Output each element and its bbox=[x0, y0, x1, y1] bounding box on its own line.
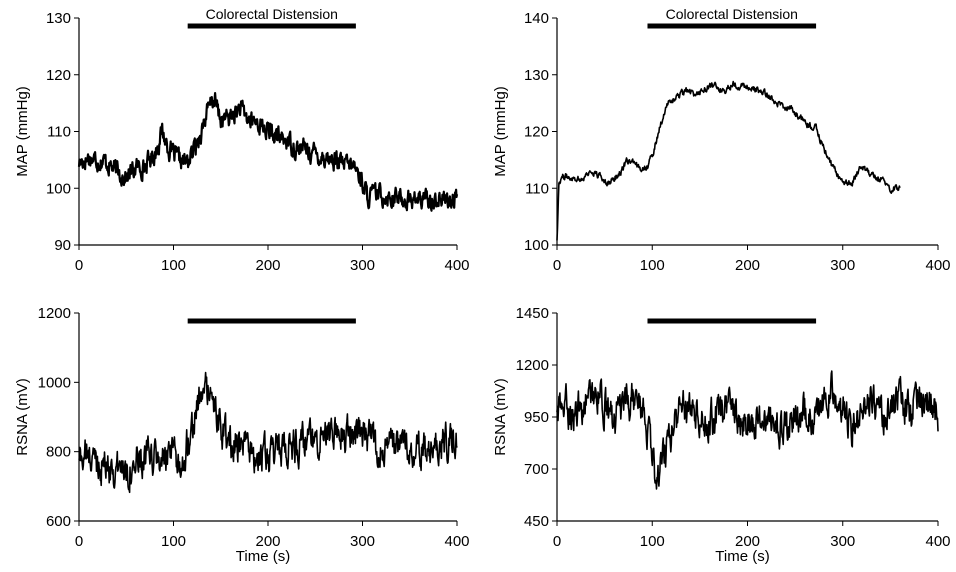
panel-4-y-tick-label: 1450 bbox=[516, 305, 549, 322]
panel-2-x-tick-label: 400 bbox=[925, 257, 950, 274]
panel-3-y-tick-label: 800 bbox=[46, 444, 71, 461]
panel-1-y-axis-label: MAP (mmHg) bbox=[14, 86, 31, 177]
panel-2-x-tick-label: 300 bbox=[830, 257, 855, 274]
panel-4-x-tick-label: 400 bbox=[925, 533, 950, 550]
panel-1-y-tick-label: 90 bbox=[54, 237, 71, 254]
panel-3-x-tick-label: 200 bbox=[255, 533, 280, 550]
panel-3-x-tick-label: 0 bbox=[75, 533, 83, 550]
panel-4-y-tick-label: 450 bbox=[524, 513, 549, 530]
panel-2-y-tick-label: 110 bbox=[525, 180, 549, 197]
panel-4-trace bbox=[556, 370, 939, 490]
panel-4-x-tick-label: 100 bbox=[640, 533, 665, 550]
panel-4-y-tick-label: 1200 bbox=[516, 357, 549, 374]
panel-3-y-tick-label: 1000 bbox=[38, 374, 71, 391]
panel-2-distension-bar bbox=[647, 23, 817, 29]
panel-3-y-tick-label: 600 bbox=[46, 513, 71, 530]
panel-4-distension-bar bbox=[647, 318, 817, 324]
panel-1-y-tick-label: 100 bbox=[46, 180, 71, 197]
panel-2-y-tick-label: 120 bbox=[524, 124, 549, 141]
panel-1-x-tick-label: 100 bbox=[161, 257, 186, 274]
panel-3-x-axis-label: Time (s) bbox=[236, 548, 290, 565]
panel-1-y-tick-label: 110 bbox=[47, 124, 71, 141]
panel-1-distension-bar bbox=[187, 23, 356, 29]
panel-3-distension-bar bbox=[187, 318, 356, 324]
panel-1-x-tick-label: 300 bbox=[350, 257, 375, 274]
panel-4-x-tick-label: 300 bbox=[830, 533, 855, 550]
panel-4-x-axis-label: Time (s) bbox=[715, 548, 769, 565]
panel-2-distension-label: Colorectal Distension bbox=[666, 6, 798, 22]
panel-1-y-tick-label: 120 bbox=[46, 67, 71, 84]
panel-4-y-axis-label: RSNA (mV) bbox=[492, 378, 509, 456]
panel-2-x-tick-label: 200 bbox=[735, 257, 760, 274]
panel-1-x-tick-label: 200 bbox=[255, 257, 280, 274]
panel-4-y-tick-label: 950 bbox=[524, 409, 549, 426]
panel-2-y-tick-label: 100 bbox=[524, 237, 549, 254]
panel-3-x-tick-label: 300 bbox=[350, 533, 375, 550]
panel-2-y-axis-label: MAP (mmHg) bbox=[492, 86, 509, 177]
panel-2-x-tick-label: 0 bbox=[553, 257, 561, 274]
panel-1-y-tick-label: 130 bbox=[46, 10, 71, 27]
panel-1-distension-label: Colorectal Distension bbox=[206, 6, 338, 22]
panel-2-x-tick-label: 100 bbox=[640, 257, 665, 274]
panel-3-trace bbox=[78, 371, 458, 494]
panel-1-x-tick-label: 400 bbox=[444, 257, 469, 274]
panel-3-y-axis-label: RSNA (mV) bbox=[14, 378, 31, 456]
panel-1-trace bbox=[77, 92, 459, 212]
panel-3-x-tick-label: 100 bbox=[161, 533, 186, 550]
panel-4-x-tick-label: 200 bbox=[735, 533, 760, 550]
panel-3-x-tick-label: 400 bbox=[444, 533, 469, 550]
panel-2-y-tick-label: 140 bbox=[524, 10, 549, 27]
panel-3-y-tick-label: 1200 bbox=[38, 305, 71, 322]
panel-2-y-tick-label: 130 bbox=[524, 67, 549, 84]
panel-4-y-tick-label: 700 bbox=[524, 461, 549, 478]
panel-2-trace bbox=[556, 80, 901, 241]
panel-1-x-tick-label: 0 bbox=[75, 257, 83, 274]
panel-4-x-tick-label: 0 bbox=[553, 533, 561, 550]
